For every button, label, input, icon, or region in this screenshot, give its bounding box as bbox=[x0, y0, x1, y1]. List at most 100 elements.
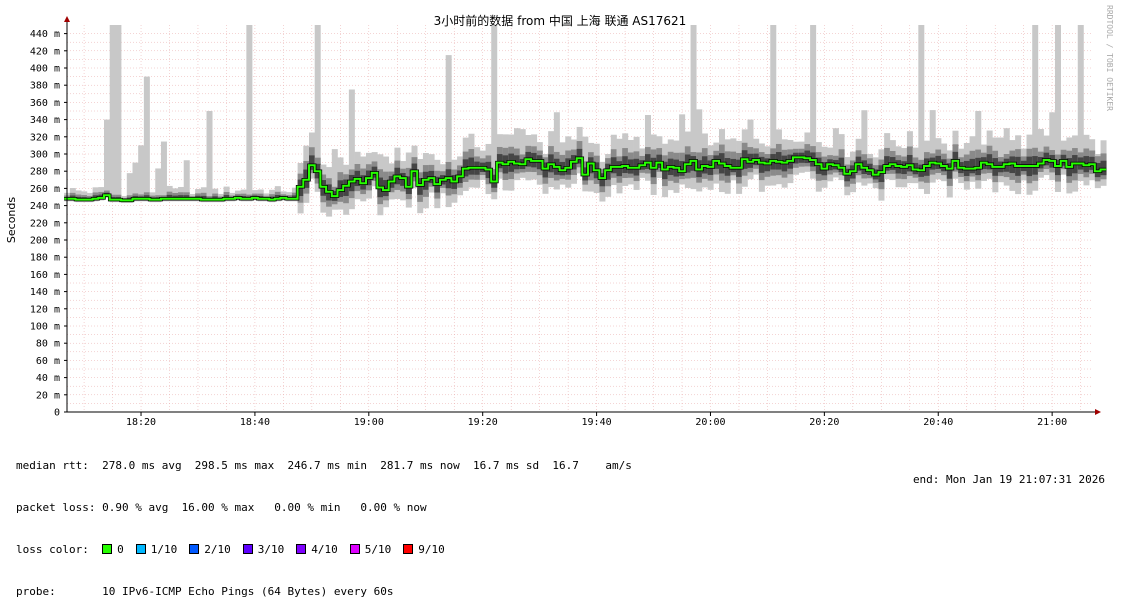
smoke-light-bar bbox=[929, 110, 936, 183]
x-tick-label: 20:20 bbox=[809, 417, 839, 428]
y-tick-label: 0 bbox=[54, 408, 60, 419]
smoke-light-bar bbox=[183, 160, 190, 202]
loss-color-text: 4/10 bbox=[311, 543, 338, 556]
smoke-light-bar bbox=[1032, 25, 1039, 191]
y-tick-label: 220 m bbox=[30, 218, 60, 229]
smoke-dark-bar bbox=[616, 161, 623, 177]
x-tick-label: 19:00 bbox=[354, 417, 384, 428]
smoke-dark-bar bbox=[986, 154, 993, 170]
smoke-light-bar bbox=[126, 173, 133, 204]
x-tick-label: 18:40 bbox=[240, 417, 270, 428]
smoke-band bbox=[64, 25, 1107, 217]
y-tick-labels: 0 20 m 40 m 60 m 80 m 100 m 120 m 140 m 160 m 180… bbox=[30, 29, 60, 418]
y-tick-label: 320 m bbox=[30, 132, 60, 143]
loss-color-text: 5/10 bbox=[364, 543, 392, 556]
y-axis-arrow bbox=[64, 16, 70, 22]
smoke-light-bar bbox=[696, 109, 703, 192]
loss-color-swatch bbox=[296, 544, 307, 554]
loss-color-swatch bbox=[135, 544, 146, 554]
smoke-light-bar bbox=[246, 25, 253, 202]
smoke-light-bar bbox=[348, 89, 355, 210]
smoke-dark-bar bbox=[690, 156, 697, 171]
loss-color-item: 0 bbox=[102, 543, 124, 556]
median-line-green bbox=[64, 156, 1107, 202]
legend: median rtt: 278.0 ms avg 298.5 ms max 24… bbox=[16, 431, 632, 613]
smoke-light-bar bbox=[115, 25, 122, 203]
y-tick-label: 240 m bbox=[30, 201, 60, 212]
smoke-light-bar bbox=[445, 55, 452, 208]
x-tick-label: 19:40 bbox=[582, 417, 612, 428]
smoke-light-bar bbox=[314, 25, 321, 192]
smoke-light-bar bbox=[155, 168, 162, 203]
y-tick-label: 140 m bbox=[30, 287, 60, 298]
smoke-light-bar bbox=[519, 129, 526, 178]
loss-color-item: 9/10 bbox=[403, 543, 445, 556]
x-tick-label: 20:40 bbox=[923, 417, 953, 428]
y-tick-label: 380 m bbox=[30, 81, 60, 92]
loss-color-item: 2/10 bbox=[189, 543, 231, 556]
loss-color-swatch bbox=[242, 544, 253, 554]
smoke-light-bar bbox=[132, 162, 139, 202]
probe-info: probe: 10 IPv6-ICMP Echo Pings (64 Bytes… bbox=[16, 585, 394, 598]
smoke-light-bar bbox=[810, 25, 817, 179]
x-tick-label: 21:00 bbox=[1037, 417, 1067, 428]
smoke-dark-bar bbox=[588, 157, 595, 174]
smoke-dark-bar bbox=[969, 158, 976, 174]
smoke-light-bar bbox=[1049, 112, 1056, 181]
chart-axes bbox=[64, 16, 1101, 416]
smoke-light-bar bbox=[491, 25, 498, 200]
smoke-dark-bar bbox=[758, 156, 765, 173]
chart-grid bbox=[67, 25, 1092, 412]
smoke-dark-bar bbox=[383, 180, 390, 197]
loss-color-item: 3/10 bbox=[242, 543, 285, 556]
median-rtt-stats: median rtt: 278.0 ms avg 298.5 ms max 24… bbox=[16, 459, 632, 472]
x-tick-labels: 18:20 18:40 19:00 19:20 19:40 20:00 20:20 20:40… bbox=[126, 417, 1067, 428]
chart-title: 3小时前的数据 from 中国 上海 联通 AS17621 bbox=[434, 13, 687, 28]
loss-color-text: 0 bbox=[117, 543, 124, 556]
smoke-dark-bar bbox=[576, 148, 583, 164]
smoke-light-bar bbox=[138, 145, 145, 202]
loss-color-item: 1/10 bbox=[135, 543, 178, 556]
y-tick-label: 120 m bbox=[30, 304, 60, 315]
y-tick-label: 160 m bbox=[30, 270, 60, 281]
y-tick-label: 180 m bbox=[30, 253, 60, 264]
loss-color-text: 3/10 bbox=[257, 543, 285, 556]
loss-color-text: 2/10 bbox=[204, 543, 231, 556]
loss-color-item: 4/10 bbox=[296, 543, 338, 556]
smoke-dark-bar bbox=[946, 163, 953, 179]
y-tick-label: 80 m bbox=[36, 339, 60, 350]
y-tick-label: 200 m bbox=[30, 236, 60, 247]
y-tick-label: 260 m bbox=[30, 184, 60, 195]
smoke-dark-bar bbox=[884, 156, 891, 171]
x-tick-label: 19:20 bbox=[468, 417, 498, 428]
smoke-light-bar bbox=[1077, 25, 1084, 181]
x-axis-arrow bbox=[1095, 409, 1101, 415]
loss-color-swatch bbox=[189, 544, 200, 554]
rrdtool-watermark: RRDTOOL / TOBI OETIKER bbox=[1105, 5, 1114, 111]
smoke-light-bar bbox=[331, 149, 338, 210]
y-tick-label: 40 m bbox=[36, 373, 60, 384]
loss-color-swatch bbox=[349, 544, 360, 554]
y-axis-label: Seconds bbox=[5, 197, 18, 243]
loss-color-items: 0 1/10 2/10 3/10 4/10 5/10 9/10 bbox=[102, 543, 457, 556]
x-tick-label: 20:00 bbox=[695, 417, 725, 428]
y-tick-label: 400 m bbox=[30, 64, 60, 75]
y-tick-label: 280 m bbox=[30, 167, 60, 178]
smoke-dark-bar bbox=[343, 179, 350, 196]
loss-color-text: 9/10 bbox=[418, 543, 445, 556]
smoke-light-bar bbox=[832, 128, 839, 178]
smoke-light-bar bbox=[861, 110, 868, 186]
smoke-dark-bar bbox=[838, 157, 845, 173]
smoke-light-bar bbox=[206, 111, 213, 203]
loss-color-swatch bbox=[102, 544, 113, 554]
end-timestamp: end: Mon Jan 19 21:07:31 2026 bbox=[912, 473, 1105, 486]
y-tick-label: 340 m bbox=[30, 115, 60, 126]
loss-color-text: 1/10 bbox=[150, 543, 178, 556]
smoke-light-bar bbox=[770, 25, 777, 186]
smoke-light-bar bbox=[104, 119, 111, 198]
smoke-light-bar bbox=[1054, 25, 1061, 192]
latency-chart: 0 20 m 40 m 60 m 80 m 100 m 120 m 140 m 160 m 180… bbox=[5, 5, 1114, 428]
smoke-light-bar bbox=[553, 112, 560, 190]
packet-loss-stats: packet loss: 0.90 % avg 16.00 % max 0.00… bbox=[16, 501, 427, 514]
y-tick-label: 60 m bbox=[36, 356, 60, 367]
